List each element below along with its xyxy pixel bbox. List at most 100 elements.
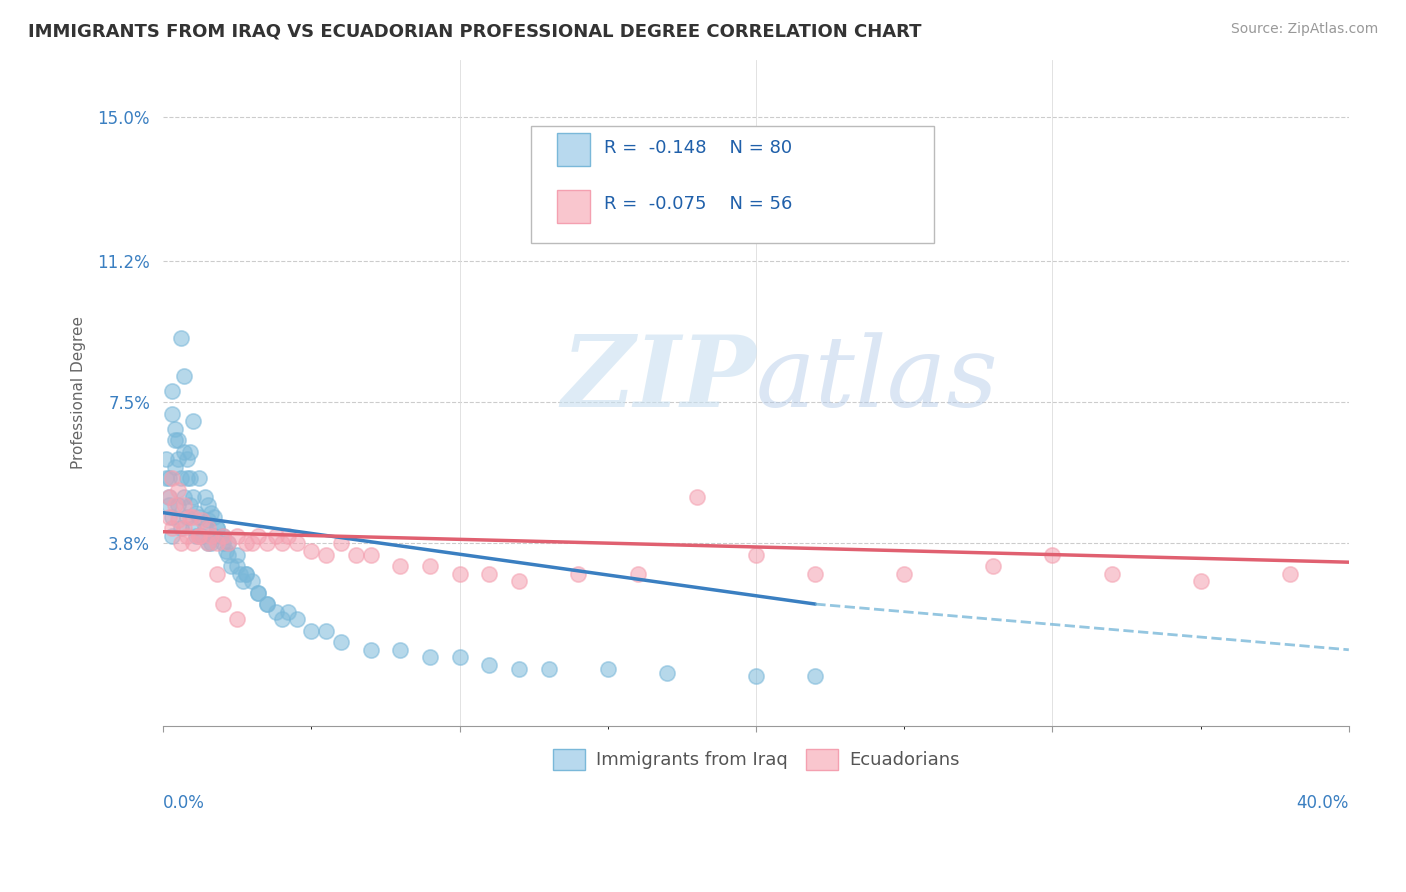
Point xyxy=(229,566,252,581)
Point xyxy=(270,612,292,626)
Point xyxy=(167,513,190,527)
Point xyxy=(235,536,257,550)
Point xyxy=(247,585,270,599)
Point xyxy=(235,566,257,581)
Point xyxy=(184,506,207,520)
Point xyxy=(301,543,323,558)
Point xyxy=(211,528,233,542)
Point xyxy=(187,509,209,524)
Point xyxy=(893,566,915,581)
Point xyxy=(176,528,198,542)
Point xyxy=(181,536,204,550)
Point xyxy=(187,471,209,485)
Point xyxy=(247,585,270,599)
Point xyxy=(187,528,209,542)
Point xyxy=(1101,566,1123,581)
Point xyxy=(277,528,299,542)
Point xyxy=(179,509,201,524)
Point xyxy=(187,528,209,542)
Point xyxy=(270,536,292,550)
Point xyxy=(1042,548,1064,562)
Point xyxy=(170,471,193,485)
Text: 40.0%: 40.0% xyxy=(1296,795,1348,813)
Point xyxy=(197,513,219,527)
Point xyxy=(157,491,180,505)
Point xyxy=(202,528,225,542)
Point xyxy=(211,528,233,542)
Point xyxy=(170,536,193,550)
Point xyxy=(176,509,198,524)
Point xyxy=(157,471,180,485)
Point xyxy=(218,536,240,550)
Point xyxy=(165,498,187,512)
Point xyxy=(221,559,243,574)
Point xyxy=(181,491,204,505)
Point xyxy=(419,559,441,574)
Point xyxy=(277,605,299,619)
Text: R =  -0.075    N = 56: R = -0.075 N = 56 xyxy=(605,195,793,213)
Point xyxy=(226,528,249,542)
Point xyxy=(179,444,201,458)
Point xyxy=(285,536,308,550)
Point xyxy=(167,483,190,497)
Point xyxy=(804,566,827,581)
Y-axis label: Professional Degree: Professional Degree xyxy=(72,317,86,469)
Point xyxy=(179,471,201,485)
Point xyxy=(194,491,217,505)
Point xyxy=(330,536,353,550)
Point xyxy=(537,662,560,676)
Point xyxy=(745,669,768,683)
Point xyxy=(315,548,337,562)
Point xyxy=(285,612,308,626)
Point xyxy=(235,566,257,581)
Point xyxy=(804,669,827,683)
Bar xyxy=(557,133,591,166)
Point xyxy=(626,566,648,581)
Point xyxy=(1189,574,1212,589)
FancyBboxPatch shape xyxy=(531,127,934,243)
Point xyxy=(160,521,183,535)
Point xyxy=(508,662,530,676)
Point xyxy=(264,528,287,542)
Legend: Immigrants from Iraq, Ecuadorians: Immigrants from Iraq, Ecuadorians xyxy=(546,741,967,777)
Point xyxy=(160,407,183,421)
Point xyxy=(315,624,337,638)
Point xyxy=(160,509,183,524)
Point xyxy=(218,548,240,562)
Point xyxy=(157,491,180,505)
Text: ZIP: ZIP xyxy=(561,331,756,427)
Point xyxy=(330,635,353,649)
Point xyxy=(194,521,217,535)
Point xyxy=(226,612,249,626)
Point xyxy=(165,422,187,436)
Point xyxy=(155,471,177,485)
Point xyxy=(596,662,619,676)
Point xyxy=(211,536,233,550)
Point xyxy=(240,574,263,589)
Point xyxy=(981,559,1004,574)
Point xyxy=(200,536,222,550)
Point xyxy=(389,642,412,657)
Point xyxy=(301,624,323,638)
Point xyxy=(389,559,412,574)
Point xyxy=(1278,566,1301,581)
Point xyxy=(176,471,198,485)
Point xyxy=(165,434,187,448)
Point xyxy=(167,498,190,512)
Point xyxy=(686,491,709,505)
Point xyxy=(167,434,190,448)
Point xyxy=(173,498,195,512)
Point xyxy=(567,566,589,581)
Point xyxy=(449,566,471,581)
Point xyxy=(205,521,228,535)
Point xyxy=(205,536,228,550)
Point xyxy=(173,491,195,505)
Text: Source: ZipAtlas.com: Source: ZipAtlas.com xyxy=(1230,22,1378,37)
Point xyxy=(155,452,177,467)
Point xyxy=(478,658,501,673)
Text: atlas: atlas xyxy=(756,332,998,427)
Point xyxy=(214,543,236,558)
Point xyxy=(508,574,530,589)
Point xyxy=(170,330,193,344)
Text: IMMIGRANTS FROM IRAQ VS ECUADORIAN PROFESSIONAL DEGREE CORRELATION CHART: IMMIGRANTS FROM IRAQ VS ECUADORIAN PROFE… xyxy=(28,22,921,40)
